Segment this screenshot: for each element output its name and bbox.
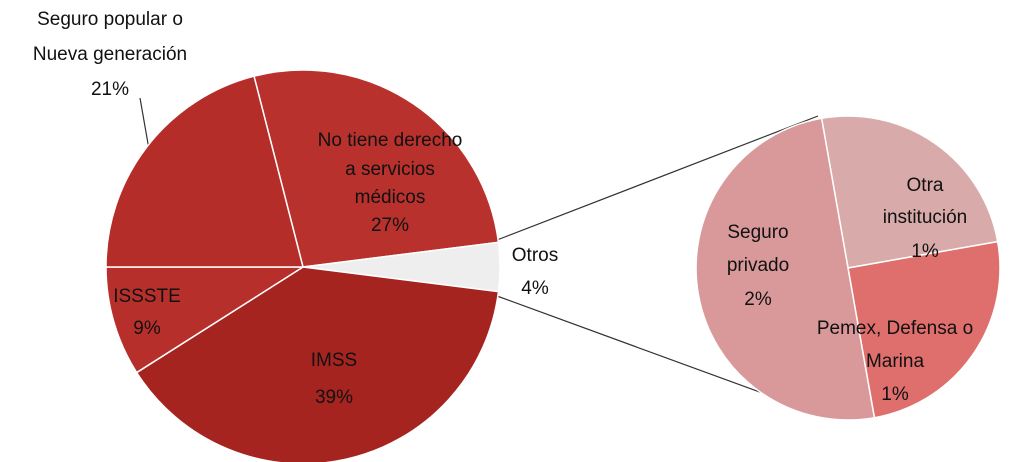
slice-label: Seguro <box>727 222 788 243</box>
pie-slice <box>847 240 1001 419</box>
value-label: 1% <box>881 384 909 405</box>
slice-label: a servicios <box>345 159 435 180</box>
value-label: 1% <box>911 241 939 262</box>
connector-line <box>496 295 777 399</box>
slice-label: Pemex, Defensa o <box>817 318 973 339</box>
slice-label: Otra <box>907 175 944 196</box>
connector-line <box>496 115 819 241</box>
slice-label: Marina <box>866 351 925 372</box>
value-label: 39% <box>315 387 353 408</box>
slice-label: médicos <box>355 187 426 208</box>
slice-label: No tiene derecho <box>318 130 463 151</box>
value-label: 2% <box>744 289 772 310</box>
slice-label: ISSSTE <box>113 286 181 307</box>
slice-label: institución <box>883 207 968 228</box>
pie-slice <box>695 117 876 421</box>
value-label: 21% <box>91 79 129 100</box>
pie-slice <box>105 266 306 374</box>
pie-slice <box>105 75 304 268</box>
value-label: 9% <box>133 318 161 339</box>
pie-slice <box>820 115 999 269</box>
slice-label: Nueva generación <box>33 44 187 65</box>
slice-label: Seguro popular o <box>37 9 183 30</box>
slice-label: privado <box>727 255 789 276</box>
value-label: 27% <box>371 215 409 236</box>
slice-label: IMSS <box>311 350 357 371</box>
pie-slice <box>253 69 500 268</box>
slice-label: Otros <box>512 245 558 266</box>
value-label: 4% <box>521 278 549 299</box>
